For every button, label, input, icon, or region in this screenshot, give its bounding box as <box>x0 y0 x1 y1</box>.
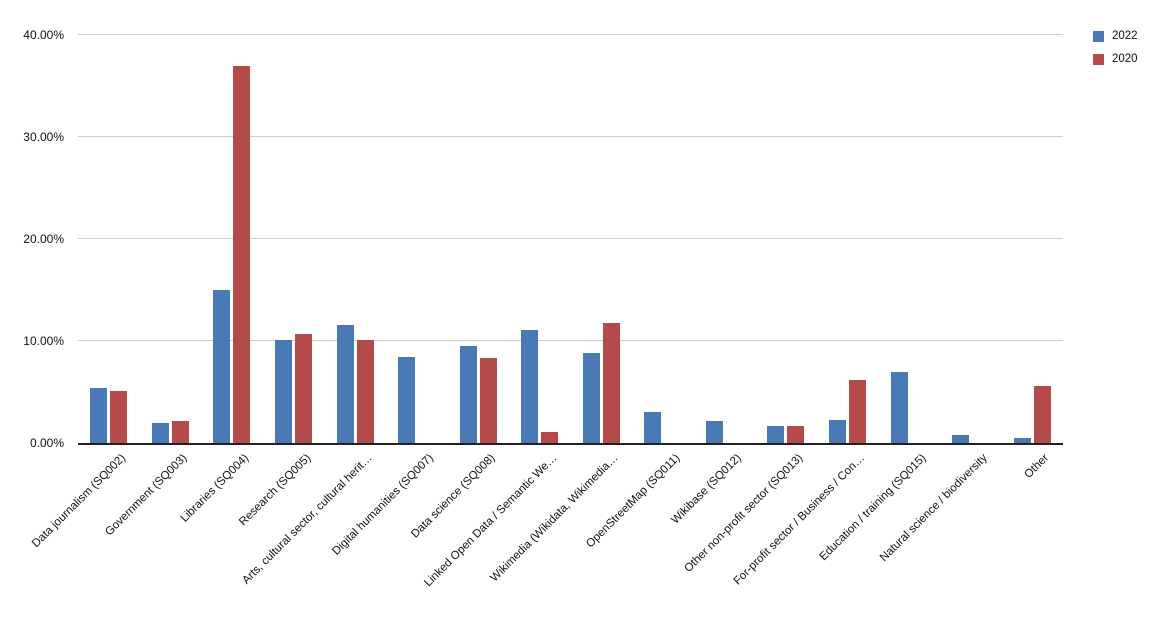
bar-2022 <box>890 371 908 443</box>
bar-2022 <box>398 357 416 443</box>
gridline <box>78 136 1063 137</box>
x-axis-category-label: Education / training (SQ015) <box>817 452 929 564</box>
y-axis-tick-label: 40.00% <box>23 28 64 42</box>
bar-2022 <box>521 329 539 443</box>
y-axis-tick-label: 0.00% <box>29 436 64 450</box>
bar-2020 <box>171 420 189 443</box>
bar-2020 <box>233 65 251 443</box>
category-slot: Education / training (SQ015) <box>817 35 940 563</box>
bar-2022 <box>274 339 292 443</box>
legend: 2022 2020 <box>1093 30 1138 76</box>
bar-2022 <box>829 419 847 443</box>
category-slot: OpenStreetMap (SQ011) <box>584 35 694 550</box>
legend-label: 2022 <box>1112 30 1138 42</box>
category-slot: Other <box>1001 35 1063 481</box>
category-slot: Research (SQ005) <box>237 35 325 528</box>
bar-2022 <box>459 346 477 443</box>
x-axis-category-label: Other non-profit sector (SQ013) <box>682 452 806 575</box>
category-slot: Natural science / biodiversity <box>878 35 1002 564</box>
bar-2020 <box>294 333 312 443</box>
bars-container: Data journalism (SQ002) Government (SQ003… <box>30 35 1063 589</box>
category-slot: Arts, cultural sector, cultural herit… <box>240 35 386 587</box>
legend-swatch-icon <box>1093 53 1104 65</box>
category-slot: Data journalism (SQ002) <box>30 35 140 550</box>
x-axis-category-label: Arts, cultural sector, cultural herit… <box>239 452 375 587</box>
bar-2022 <box>952 434 970 443</box>
bar-2022 <box>90 387 108 443</box>
x-axis-category-label: Digital humanities (SQ007) <box>330 452 437 558</box>
bar-2020 <box>1033 385 1051 443</box>
y-axis-tick-label: 30.00% <box>23 130 64 144</box>
bar-2020 <box>110 390 128 443</box>
category-slot: Government (SQ003) <box>104 35 202 538</box>
y-axis-tick-label: 20.00% <box>23 232 64 246</box>
bar-2020 <box>356 339 374 443</box>
legend-item-2022: 2022 <box>1093 30 1138 42</box>
bar-2022 <box>644 412 662 443</box>
plot-area: Data journalism (SQ002) Government (SQ003… <box>30 34 1063 589</box>
x-axis-category-label: Linked Open Data / Semantic We… <box>422 452 560 590</box>
category-slot: Data science (SQ008) <box>409 35 509 540</box>
category-slot: Wikimedia (Wikidata, Wikimedia… <box>488 35 633 584</box>
x-axis-category-label: For-profit sector / Business / Con… <box>731 452 868 588</box>
x-axis-category-label: Libraries (SQ004) <box>178 452 252 525</box>
legend-item-2020: 2020 <box>1093 53 1138 65</box>
x-axis-category-label: Wikimedia (Wikidata, Wikimedia… <box>488 452 621 585</box>
gridline <box>78 34 1063 35</box>
bar-2022 <box>151 422 169 443</box>
bar-2020 <box>787 425 805 443</box>
category-slot: Digital humanities (SQ007) <box>330 35 448 558</box>
bar-2022 <box>705 420 723 443</box>
bar-2020 <box>849 379 867 443</box>
category-slot: Wikibase (SQ012) <box>669 35 756 526</box>
legend-swatch-icon <box>1093 30 1104 42</box>
category-slot: Other non-profit sector (SQ013) <box>683 35 817 575</box>
bar-2022 <box>213 290 231 443</box>
x-axis-category-label: Other <box>1022 452 1052 481</box>
bar-2020 <box>602 322 620 443</box>
legend-label: 2020 <box>1112 53 1138 65</box>
category-slot: Libraries (SQ004) <box>179 35 263 525</box>
bar-2020 <box>541 431 559 443</box>
bar-2020 <box>479 358 497 443</box>
x-axis-category-label: Natural science / biodiversity <box>878 452 991 564</box>
bar-2022 <box>1013 437 1031 443</box>
gridline <box>78 238 1063 239</box>
category-slot: Linked Open Data / Semantic We… <box>422 35 571 589</box>
bar-2022 <box>582 353 600 443</box>
bar-2022 <box>336 324 354 443</box>
y-axis-tick-label: 10.00% <box>23 334 64 348</box>
category-slot: For-profit sector / Business / Con… <box>732 35 879 587</box>
gridline <box>78 340 1063 341</box>
y-axis: 0.00% 10.00% 20.00% 30.00% 40.00% <box>0 28 64 450</box>
bar-2022 <box>767 425 785 443</box>
